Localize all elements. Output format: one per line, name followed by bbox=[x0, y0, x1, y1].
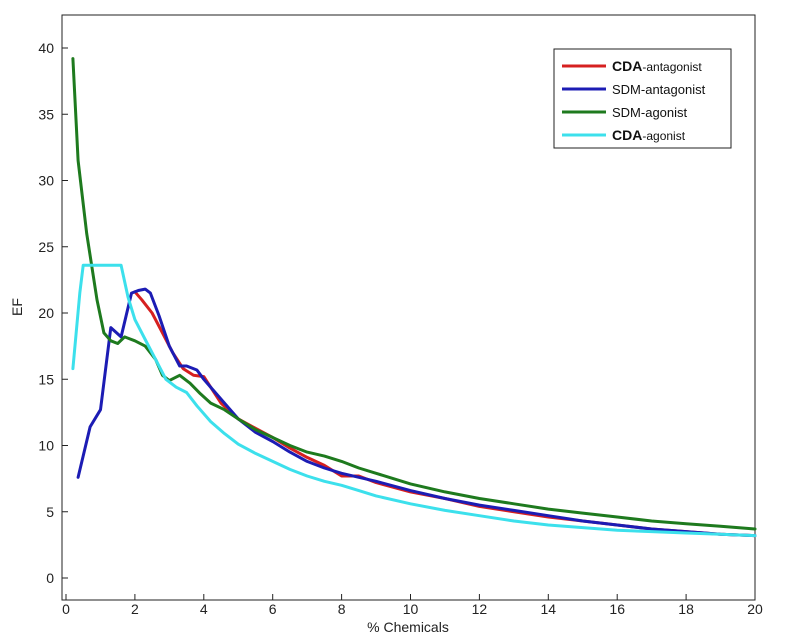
tick-layer: 0 2 4 6 8 10 12 14 16 18 20 0 5 10 15 20 25 30 35 40 bbox=[38, 40, 763, 617]
legend-label-0: CDA-antagonist bbox=[612, 58, 702, 74]
legend-label-suffix: -agonist bbox=[642, 129, 685, 143]
y-tick-label: 30 bbox=[38, 173, 54, 189]
x-tick-label: 18 bbox=[678, 601, 694, 617]
y-tick-label: 15 bbox=[38, 371, 54, 387]
x-tick-label: 6 bbox=[269, 601, 277, 617]
legend-label-1: SDM-antagonist bbox=[612, 82, 706, 97]
y-tick-label: 5 bbox=[46, 504, 54, 520]
x-tick-label: 8 bbox=[338, 601, 346, 617]
legend-items: CDA-antagonistSDM-antagonistSDM-agonistC… bbox=[562, 58, 706, 143]
x-tick-label: 20 bbox=[747, 601, 763, 617]
legend-label-2: SDM-agonist bbox=[612, 105, 688, 120]
y-axis-label: EF bbox=[9, 298, 25, 316]
series-line-3 bbox=[71, 263, 757, 538]
y-tick-label: 0 bbox=[46, 570, 54, 586]
x-tick-label: 14 bbox=[541, 601, 557, 617]
x-tick-label: 16 bbox=[609, 601, 625, 617]
x-tick-label: 12 bbox=[472, 601, 488, 617]
y-tick-label: 20 bbox=[38, 305, 54, 321]
x-axis-label: % Chemicals bbox=[367, 619, 449, 635]
legend: CDA-antagonistSDM-antagonistSDM-agonistC… bbox=[553, 48, 732, 149]
y-tick-label: 40 bbox=[38, 40, 54, 56]
series-layer bbox=[71, 57, 757, 538]
y-tick-label: 35 bbox=[38, 106, 54, 122]
legend-label-3: CDA-agonist bbox=[612, 127, 686, 143]
legend-label-suffix: -antagonist bbox=[642, 60, 702, 74]
y-tick-label: 10 bbox=[38, 438, 54, 454]
x-tick-label: 2 bbox=[131, 601, 139, 617]
x-tick-label: 0 bbox=[62, 601, 70, 617]
x-tick-label: 4 bbox=[200, 601, 208, 617]
legend-label-prefix: CDA bbox=[612, 58, 642, 74]
x-tick-label: 10 bbox=[403, 601, 419, 617]
series-line-1 bbox=[76, 287, 757, 538]
y-tick-label: 25 bbox=[38, 239, 54, 255]
legend-label-prefix: CDA bbox=[612, 127, 642, 143]
series-line-2 bbox=[71, 57, 757, 531]
